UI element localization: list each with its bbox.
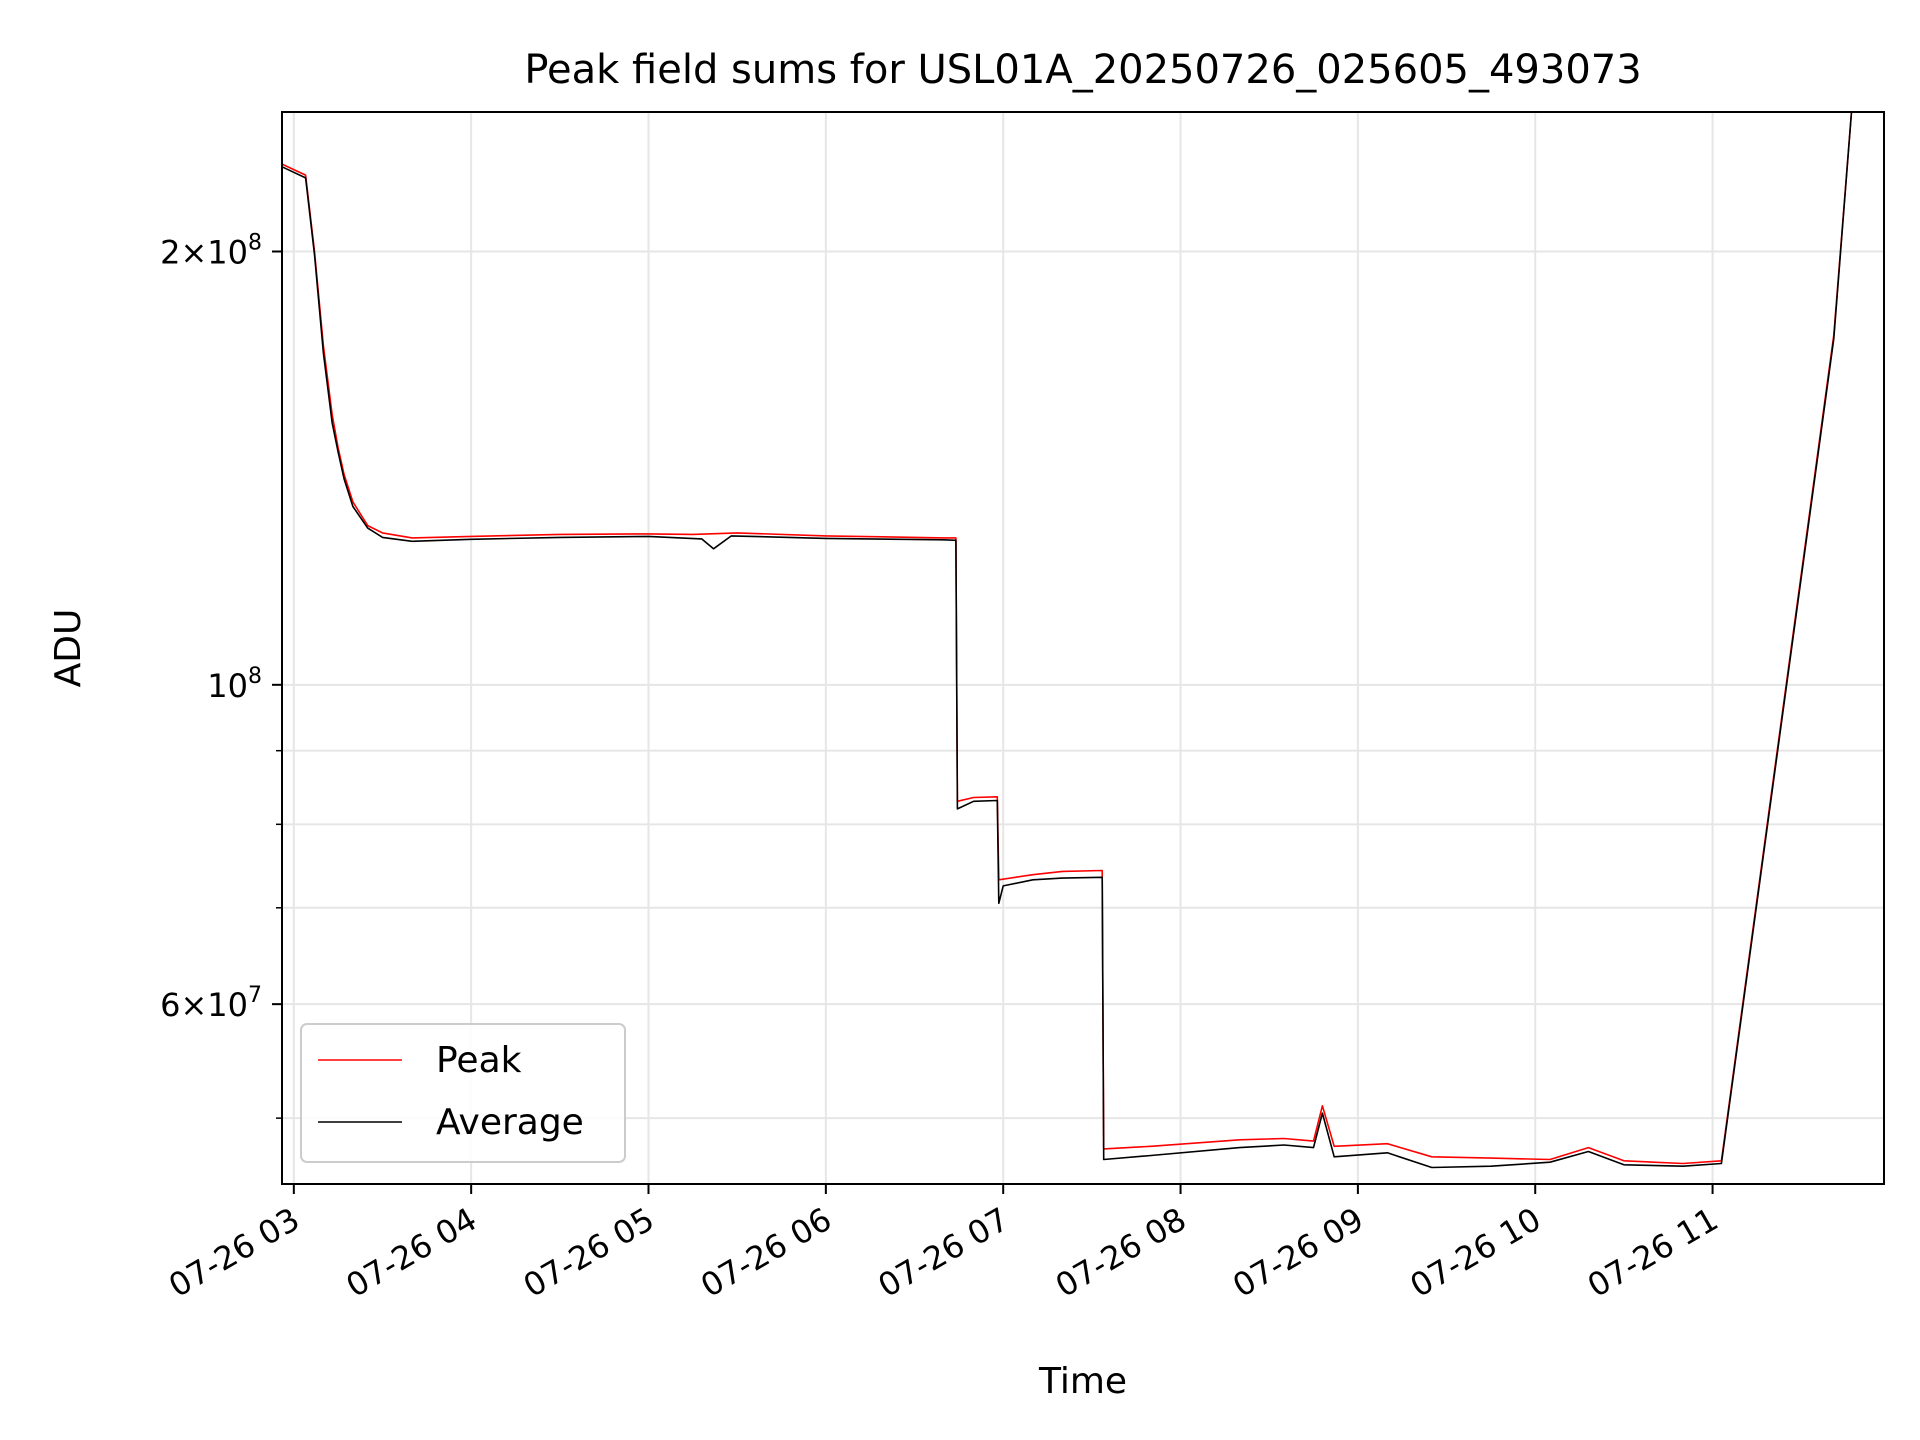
legend-box bbox=[300, 1023, 626, 1163]
legend-label-peak: Peak bbox=[436, 1040, 522, 1081]
series-line-peak bbox=[282, 112, 1853, 1165]
grid bbox=[282, 112, 1884, 1184]
y-tick-label: 6×107 bbox=[160, 983, 262, 1024]
x-axis-label: Time bbox=[1038, 1361, 1127, 1402]
y-tick-label: 2×108 bbox=[160, 230, 262, 271]
legend: Peak Average bbox=[300, 1023, 626, 1163]
y-axis-label: ADU bbox=[48, 609, 89, 688]
y-tick-label: 108 bbox=[207, 664, 262, 705]
y-axis: 6×107 108 2×108 bbox=[160, 230, 282, 1119]
chart-title: Peak field sums for USL01A_20250726_0256… bbox=[524, 47, 1641, 93]
series-lines bbox=[282, 112, 1853, 1169]
series-line-average bbox=[282, 112, 1853, 1169]
legend-label-average: Average bbox=[436, 1102, 584, 1143]
plot-frame bbox=[281, 111, 1885, 1185]
